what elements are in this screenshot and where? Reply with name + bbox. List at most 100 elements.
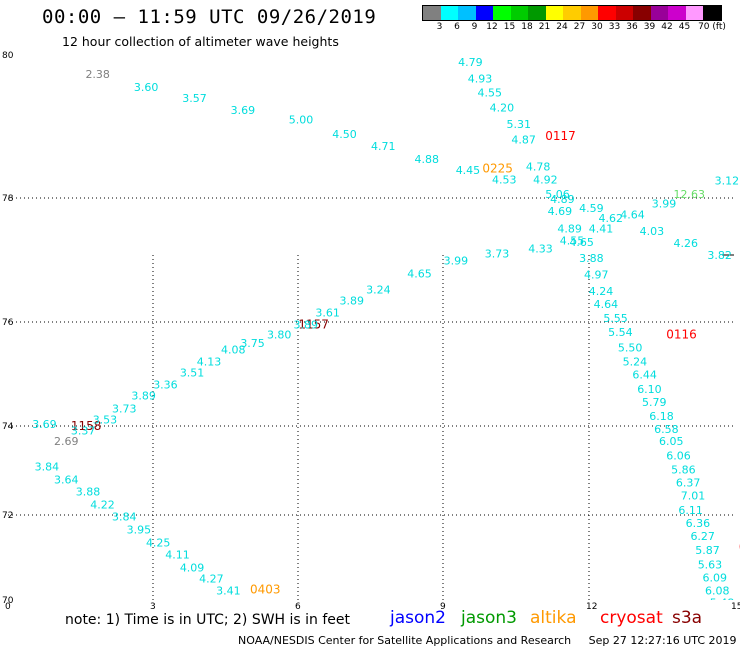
footer: NOAA/NESDIS Center for Satellite Applica…	[238, 634, 737, 647]
wave-height-label: 3.37	[71, 424, 96, 437]
wave-height-label: 6.10	[637, 383, 662, 396]
wave-height-label: 4.03	[640, 225, 665, 238]
pass-time-label: 1157	[298, 318, 329, 332]
wave-height-label: 5.06	[545, 188, 570, 201]
wave-height-label: 3.36	[153, 379, 178, 392]
longitude-label: 6	[295, 602, 301, 612]
colorbar-swatch	[580, 6, 598, 20]
wave-height-label: 5.48	[710, 597, 735, 610]
wave-height-label: 4.92	[533, 174, 558, 187]
wave-height-label: 4.62	[598, 212, 623, 225]
legend-cryosat: cryosat	[600, 608, 663, 628]
wave-height-label: 6.37	[676, 477, 701, 490]
colorbar-labels: 3 6 9 12 15 18 21 24 27 30 33 36 39 42 45 70 (ft)	[422, 22, 740, 34]
longitude-label: 3	[150, 602, 156, 612]
latitude-label: 80	[2, 51, 14, 61]
wave-height-label: 5.50	[618, 341, 643, 354]
colorbar-swatch	[598, 6, 616, 20]
colorbar	[422, 5, 722, 21]
wave-height-label: 3.69	[231, 104, 256, 117]
pass-time-label: 0403	[250, 582, 281, 596]
wave-height-label: 4.20	[490, 102, 514, 115]
wave-height-label: 4.33	[528, 242, 553, 255]
latitude-label: 78	[2, 194, 14, 204]
pass-time-label: 0225	[482, 162, 513, 176]
wave-height-label: 4.93	[468, 72, 493, 85]
wave-height-label: 6.58	[654, 423, 679, 436]
wave-height-label: 3.88	[579, 252, 604, 265]
wave-height-label: 4.64	[620, 209, 645, 222]
wave-height-label: 2.69	[54, 435, 78, 448]
wave-height-label: 4.50	[332, 128, 357, 141]
colorbar-label: 15	[503, 22, 516, 32]
colorbar-label: 6	[454, 22, 460, 32]
wave-height-label: 4.26	[674, 237, 699, 250]
wave-height-label: 4.41	[589, 223, 614, 236]
wave-height-label: 6.27	[690, 530, 715, 543]
wave-height-label: 2.38	[85, 68, 110, 81]
footer-credit: NOAA/NESDIS Center for Satellite Applica…	[238, 634, 572, 647]
latitude-label: 72	[2, 511, 13, 521]
longitude-label: 15	[731, 602, 740, 612]
wave-height-label: 3.24	[366, 284, 391, 297]
wave-height-label: 4.78	[526, 161, 551, 174]
wave-height-label: 6.08	[705, 585, 730, 598]
wave-height-label: 3.88	[76, 485, 101, 498]
colorbar-label: 12	[486, 22, 498, 32]
wave-height-label: 4.22	[90, 498, 115, 511]
colorbar-label: 21	[538, 22, 551, 32]
wave-height-label: 4.27	[199, 573, 224, 586]
legend-note: note: 1) Time is in UTC; 2) SWH is in fe…	[65, 612, 351, 628]
legend-altika: altika	[530, 608, 577, 628]
wave-height-label: 3.57	[182, 92, 207, 105]
wave-height-label: 5.79	[642, 396, 667, 409]
colorbar-label: 9	[471, 22, 478, 32]
wave-height-label: 5.24	[623, 356, 648, 369]
colorbar-swatch	[510, 6, 528, 20]
latitude-label: 76	[2, 318, 14, 328]
wave-height-label: 5.55	[603, 312, 628, 325]
colorbar-swatch	[633, 6, 651, 20]
colorbar-swatch	[615, 6, 633, 20]
colorbar-swatch	[475, 6, 493, 20]
legend-s3a: s3a	[672, 608, 703, 628]
wave-height-label: 5.29	[719, 621, 740, 634]
wave-height-label: 3.89	[131, 389, 156, 402]
colorbar-label: 27	[573, 22, 586, 32]
longitude-label: 9	[440, 602, 446, 612]
wave-height-label: 3.99	[652, 198, 677, 211]
wave-height-label: 3.12	[715, 175, 740, 188]
colorbar-label: 33	[608, 22, 621, 32]
wave-height-label: 5.31	[507, 118, 532, 131]
colorbar-label: 39	[643, 22, 656, 32]
colorbar-label: 70 (ft)	[698, 22, 726, 32]
wave-height-label: 4.71	[371, 140, 396, 153]
longitude-label: 12	[586, 602, 597, 612]
legend-jason2: jason2	[390, 608, 446, 628]
wave-height-label: 3.73	[485, 248, 510, 261]
wave-height-label: 3.75	[240, 337, 265, 350]
legend-jason3: jason3	[461, 608, 517, 628]
colorbar-swatch	[545, 6, 563, 20]
wave-height-label: 3.51	[180, 367, 205, 380]
colorbar-swatch	[650, 6, 668, 20]
colorbar-label: 24	[556, 22, 568, 32]
wave-height-label: 4.08	[221, 344, 246, 357]
wave-height-label: 3.61	[315, 307, 340, 320]
colorbar-swatch	[458, 6, 476, 20]
wave-height-label: 4.69	[548, 205, 573, 218]
colorbar-label: 42	[661, 22, 673, 32]
wave-height-label: 4.87	[511, 133, 536, 146]
wave-height-label: 4.55	[477, 86, 502, 99]
pass-time-label: 0116	[666, 327, 697, 341]
wave-height-label: 7.01	[681, 490, 706, 503]
wave-height-label: 4.55	[560, 235, 585, 248]
colorbar-label: 45	[678, 22, 691, 32]
wave-height-label: 3.64	[54, 473, 78, 486]
wave-height-label: 3.69	[32, 418, 57, 431]
wave-height-label: 4.89	[557, 223, 582, 236]
wave-height-label: 3.73	[112, 403, 137, 416]
wave-height-label: 6.44	[632, 369, 657, 382]
colorbar-swatch	[668, 6, 686, 20]
